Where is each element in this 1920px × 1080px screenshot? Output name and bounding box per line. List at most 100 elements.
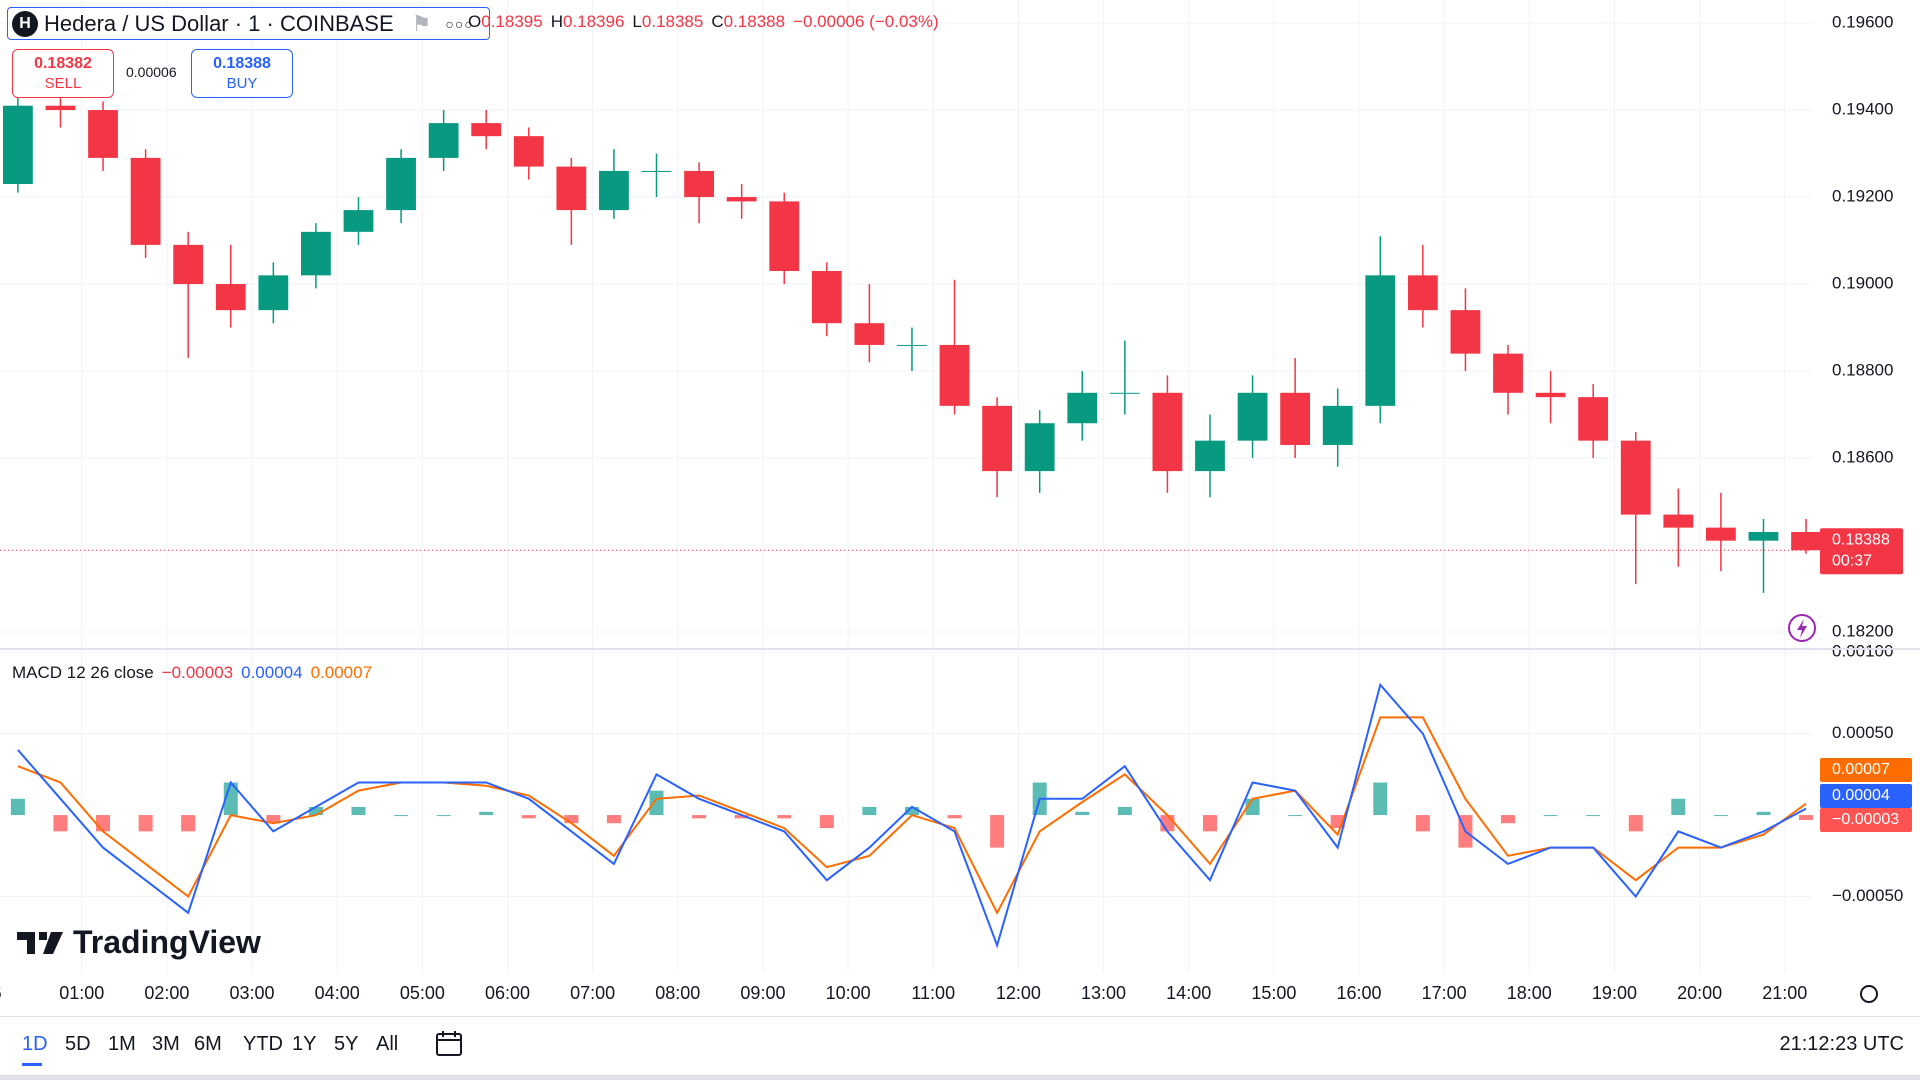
candle-body — [130, 157, 161, 245]
logo-icon — [17, 931, 63, 954]
candle-body — [1578, 397, 1609, 441]
axis-value-label: 0.00007 — [1832, 761, 1890, 778]
x-tick-label: 09:00 — [740, 983, 785, 1003]
logo[interactable]: TradingView — [17, 924, 261, 961]
candle-body — [1024, 423, 1055, 472]
y-tick-label: −0.00050 — [1832, 886, 1903, 905]
candle-body — [1322, 405, 1353, 445]
ohlc-legend: O0.18395 H0.18396 L0.18385 C0.18388 −0.00006… — [468, 12, 939, 32]
sell-button[interactable]: 0.18382 SELL — [12, 49, 114, 98]
histogram-bar — [96, 815, 111, 832]
sell-label: SELL — [44, 75, 82, 92]
bottom-border — [0, 1075, 1920, 1080]
candle-body — [641, 170, 672, 172]
candle-body — [556, 166, 587, 211]
histogram-bar — [1756, 811, 1771, 816]
spread: 0.00006 — [126, 64, 177, 80]
candle-body — [1493, 353, 1523, 393]
x-tick-label: 08:00 — [655, 983, 700, 1003]
range-button[interactable]: All — [376, 1033, 399, 1055]
x-tick-label: 6 — [0, 983, 2, 1003]
candle-body — [599, 170, 629, 211]
x-tick-label: 15:00 — [1251, 983, 1296, 1003]
lightning-icon[interactable] — [1788, 614, 1816, 642]
candle-body — [854, 323, 885, 345]
candle-body — [1067, 392, 1098, 424]
last-price-label: 0.18388 — [1832, 531, 1890, 548]
range-button[interactable]: 6M — [194, 1033, 222, 1055]
candle-body — [1791, 531, 1821, 551]
histogram-bar — [692, 815, 707, 819]
axis-value-box — [1820, 808, 1912, 832]
candle-body — [258, 275, 289, 311]
candle-body — [1365, 275, 1396, 406]
candle-body — [1450, 310, 1481, 354]
range-button[interactable]: YTD — [243, 1033, 283, 1055]
candle-body — [1237, 392, 1268, 441]
candle-body — [1535, 392, 1566, 398]
axis-value-box — [1820, 758, 1912, 782]
y-tick-label: 0.18600 — [1832, 448, 1893, 467]
candle-body — [939, 344, 970, 406]
symbol-box[interactable]: H Hedera / US Dollar · 1 · COINBASE ⚑ ○○… — [7, 7, 490, 40]
y-tick-label: 0.18800 — [1832, 361, 1893, 380]
symbol-name: Hedera / US Dollar · 1 · COINBASE — [44, 10, 394, 36]
symbol-icon: H — [12, 10, 38, 37]
range-button[interactable]: 1D — [22, 1033, 48, 1055]
axis-value-label: −0.00003 — [1832, 811, 1899, 828]
histogram-bar — [1501, 815, 1516, 824]
range-button[interactable]: 5D — [65, 1033, 91, 1055]
histogram-bar — [181, 815, 196, 832]
calendar-icon[interactable] — [434, 1029, 464, 1059]
candle-body — [1195, 440, 1225, 472]
x-tick-label: 13:00 — [1081, 983, 1126, 1003]
macd-value: 0.00004 — [241, 663, 303, 682]
candle-body — [173, 244, 204, 285]
x-tick-label: 05:00 — [400, 983, 445, 1003]
histogram-bar — [1202, 815, 1217, 832]
range-button[interactable]: 3M — [152, 1033, 180, 1055]
histogram-bar — [436, 815, 451, 817]
range-button[interactable]: 5Y — [334, 1033, 359, 1055]
histogram-bar — [734, 815, 749, 819]
y-tick-label: 0.19200 — [1832, 187, 1893, 206]
settings-icon[interactable] — [1860, 985, 1878, 1003]
candle-body — [471, 123, 502, 137]
histogram-bar — [990, 815, 1005, 848]
buy-button[interactable]: 0.18388 BUY — [191, 49, 293, 98]
histogram-bar — [904, 806, 919, 816]
histogram-bar — [1543, 815, 1558, 817]
histogram-bar — [521, 815, 536, 819]
histogram-bar — [479, 811, 494, 816]
y-tick-label: 0.00050 — [1832, 723, 1893, 742]
histogram-bar — [564, 815, 579, 824]
lightning-bolt — [1797, 619, 1807, 638]
range-button[interactable]: 1Y — [292, 1033, 317, 1055]
candle-body — [45, 105, 76, 111]
x-tick-label: 17:00 — [1422, 983, 1467, 1003]
y-tick-label: 0.19600 — [1832, 13, 1893, 32]
histogram-bar — [1799, 815, 1814, 820]
clock: 21:12:23 UTC — [1779, 1033, 1904, 1055]
candle-body — [811, 270, 842, 324]
flag-icon[interactable]: ⚑ — [411, 10, 432, 36]
x-tick-label: 19:00 — [1592, 983, 1637, 1003]
candle-body — [1109, 392, 1140, 394]
candle-body — [1663, 514, 1694, 528]
range-button[interactable]: 1M — [108, 1033, 136, 1055]
more-button[interactable]: ○○○ — [445, 15, 474, 32]
bottom-toolbar: 21:12:23 UTC 1D 5D 1M 3M 6M YTD 1Y 5Y All — [0, 1016, 1920, 1076]
ohlc-value: 0.18385 — [641, 12, 704, 31]
ohlc-key: C — [711, 12, 724, 31]
candle-body — [726, 197, 757, 202]
y-tick-label: 0.18200 — [1832, 622, 1893, 641]
ohlc-key: H — [550, 12, 563, 31]
y-tick-label: 0.19400 — [1832, 100, 1893, 119]
ohlc-value: 0.18396 — [562, 12, 625, 31]
candle-body — [769, 201, 800, 271]
histogram-bar — [947, 815, 962, 819]
histogram-bar — [1671, 798, 1686, 816]
x-tick-label: 02:00 — [144, 983, 189, 1003]
candle-body — [386, 157, 416, 211]
